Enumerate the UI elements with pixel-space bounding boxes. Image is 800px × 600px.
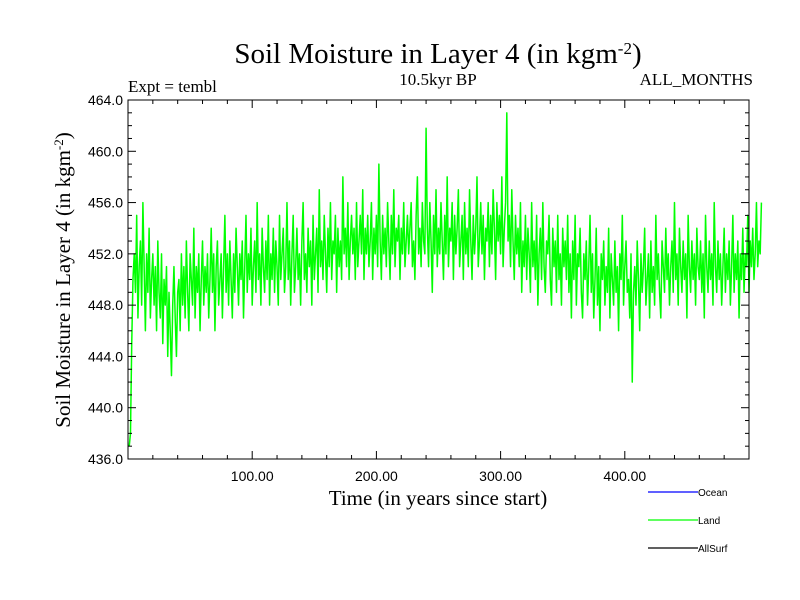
ticks-layer [128, 100, 749, 459]
y-tick-label: 448.0 [88, 297, 123, 313]
subtitle-months: ALL_MONTHS [640, 70, 753, 89]
y-tick-label: 460.0 [88, 143, 123, 159]
legend: Ocean Land AllSurf [648, 488, 728, 555]
series-layer [128, 112, 763, 447]
x-tick-label: 100.00 [231, 468, 274, 484]
y-tick-label: 456.0 [88, 195, 123, 211]
y-tick-label: 464.0 [88, 92, 123, 108]
y-tick-label: 436.0 [88, 451, 123, 467]
y-tick-label: 444.0 [88, 348, 123, 364]
legend-label-ocean: Ocean [698, 488, 727, 499]
chart-title: Soil Moisture in Layer 4 (in kgm-2) [234, 38, 641, 70]
legend-label-allsurf: AllSurf [698, 544, 728, 555]
y-axis-label: Soil Moisture in Layer 4 (in kgm-2) [51, 132, 76, 427]
y-tick-label: 440.0 [88, 400, 123, 416]
plot-frame [127, 99, 750, 460]
x-axis-label: Time (in years since start) [329, 486, 548, 510]
legend-label-land: Land [698, 516, 720, 527]
subtitle-period: 10.5kyr BP [399, 70, 476, 89]
series-line-land [128, 112, 763, 447]
y-tick-label: 452.0 [88, 246, 123, 262]
x-tick-labels: 100.00 200.00 300.00 400.00 [231, 468, 647, 484]
plot-area [127, 99, 763, 460]
subtitle-experiment: Expt = tembl [128, 77, 217, 96]
x-tick-label: 400.00 [603, 468, 646, 484]
x-tick-label: 300.00 [479, 468, 522, 484]
x-tick-label: 200.00 [355, 468, 398, 484]
y-tick-labels: 436.0 440.0 444.0 448.0 452.0 456.0 460.0 464.0 [88, 92, 123, 467]
